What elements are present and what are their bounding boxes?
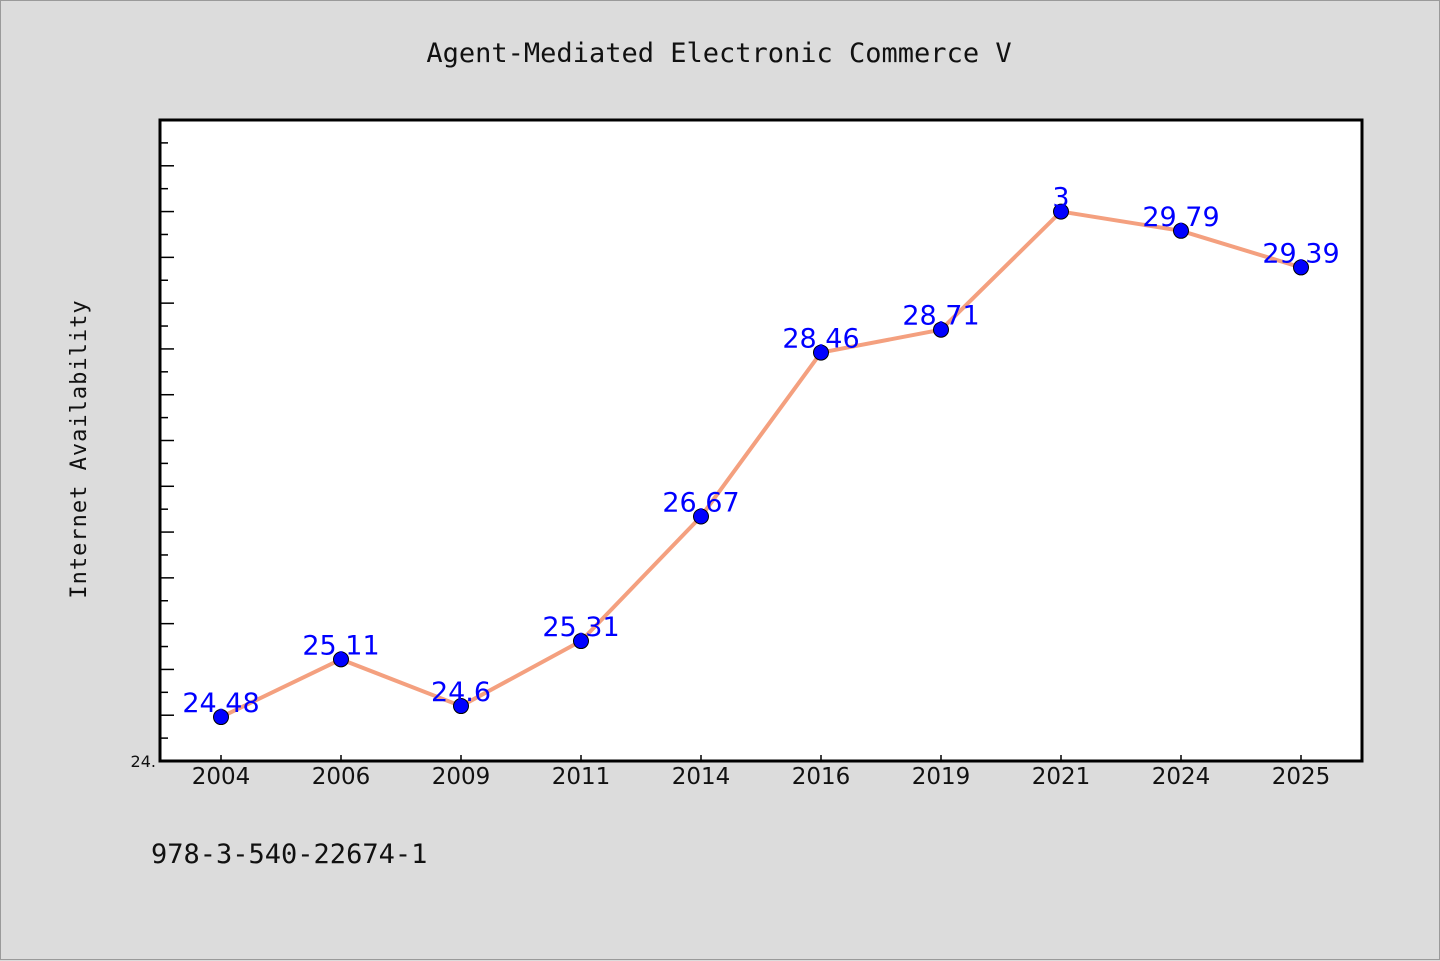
data-point [1173, 222, 1189, 239]
data-point [1053, 203, 1069, 220]
data-point [1293, 259, 1309, 276]
x-tick-label: 2025 [1272, 764, 1331, 790]
x-tick-label: 2011 [552, 764, 611, 790]
data-point [453, 698, 469, 715]
x-tick-label: 2014 [672, 764, 731, 790]
data-label: 29.79 [1142, 202, 1219, 233]
data-label: 25.11 [302, 630, 379, 661]
data-point [933, 321, 949, 338]
data-label: 24.48 [182, 688, 259, 719]
data-point [813, 344, 829, 361]
x-tick-label: 2024 [1152, 764, 1211, 790]
y-tick-label: 24. [131, 752, 156, 771]
data-point [693, 508, 709, 525]
chart-title: Agent-Mediated Electronic Commerce V [426, 38, 1011, 69]
data-label: 24.6 [431, 677, 491, 708]
footnote: 978-3-540-22674-1 [151, 839, 427, 870]
x-tick-label: 2004 [192, 764, 251, 790]
data-label: 29.39 [1262, 238, 1339, 269]
x-tick-label: 2009 [432, 764, 491, 790]
data-label: 25.31 [542, 612, 619, 643]
data-label: 3 [1052, 183, 1069, 214]
y-axis-label: Internet Availability [67, 299, 92, 598]
x-tick-label: 2016 [792, 764, 851, 790]
x-tick-label: 2019 [912, 764, 971, 790]
data-points [213, 203, 1309, 726]
data-label: 28.46 [782, 324, 859, 355]
y-axis-minor-ticks [160, 119, 174, 762]
data-labels: 24.48 25.11 24.6 25.31 26.67 28.46 28.71 3 29.79… [182, 183, 1339, 719]
data-point [213, 709, 229, 726]
data-label: 28.71 [902, 301, 979, 332]
series-line [219, 209, 1303, 720]
data-point [573, 633, 589, 650]
data-label: 26.67 [662, 488, 739, 519]
x-axis-ticks: 2004 2006 2009 2011 2014 2016 2019 2021 2024 2025 [192, 755, 1331, 790]
x-tick-label: 2006 [312, 764, 371, 790]
data-point [333, 651, 349, 668]
x-tick-label: 2021 [1032, 764, 1091, 790]
